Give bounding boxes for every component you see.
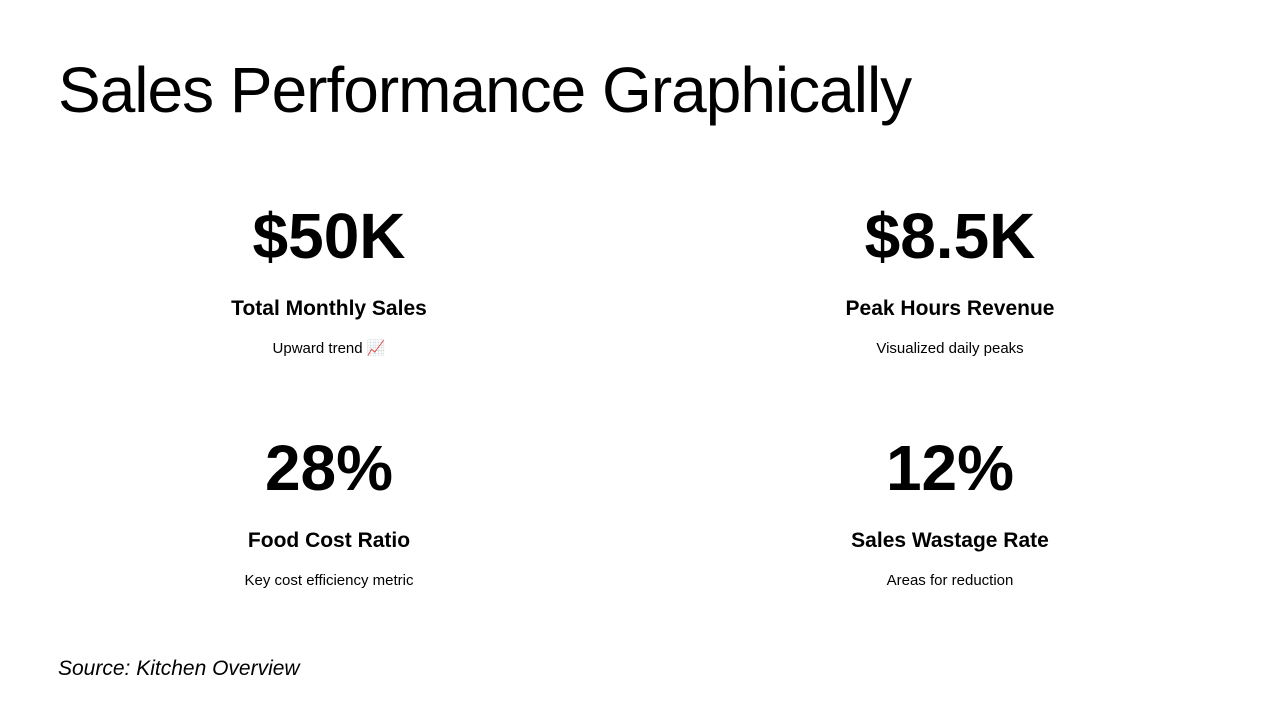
metric-total-monthly-sales: $50K Total Monthly Sales Upward trend 📈 <box>119 201 539 359</box>
metric-label: Peak Hours Revenue <box>845 297 1055 320</box>
metric-description: Visualized daily peaks <box>876 340 1024 357</box>
metric-description: Key cost efficiency metric <box>244 572 414 589</box>
metric-label: Total Monthly Sales <box>231 297 427 320</box>
metric-label: Sales Wastage Rate <box>851 529 1049 552</box>
metric-food-cost-ratio: 28% Food Cost Ratio Key cost efficiency … <box>119 433 539 591</box>
metric-value: $50K <box>252 200 406 272</box>
metric-value: 12% <box>885 432 1015 504</box>
metric-value: $8.5K <box>864 200 1036 272</box>
source-note: Source: Kitchen Overview <box>58 657 300 680</box>
metric-peak-hours-revenue: $8.5K Peak Hours Revenue Visualized dail… <box>740 201 1160 359</box>
metric-description: Areas for reduction <box>886 572 1014 589</box>
metric-sales-wastage-rate: 12% Sales Wastage Rate Areas for reducti… <box>740 433 1160 591</box>
metric-label: Food Cost Ratio <box>247 529 411 552</box>
metric-value: 28% <box>264 432 394 504</box>
metric-description: Upward trend 📈 <box>272 340 386 357</box>
page-title: Sales Performance Graphically <box>58 54 912 126</box>
